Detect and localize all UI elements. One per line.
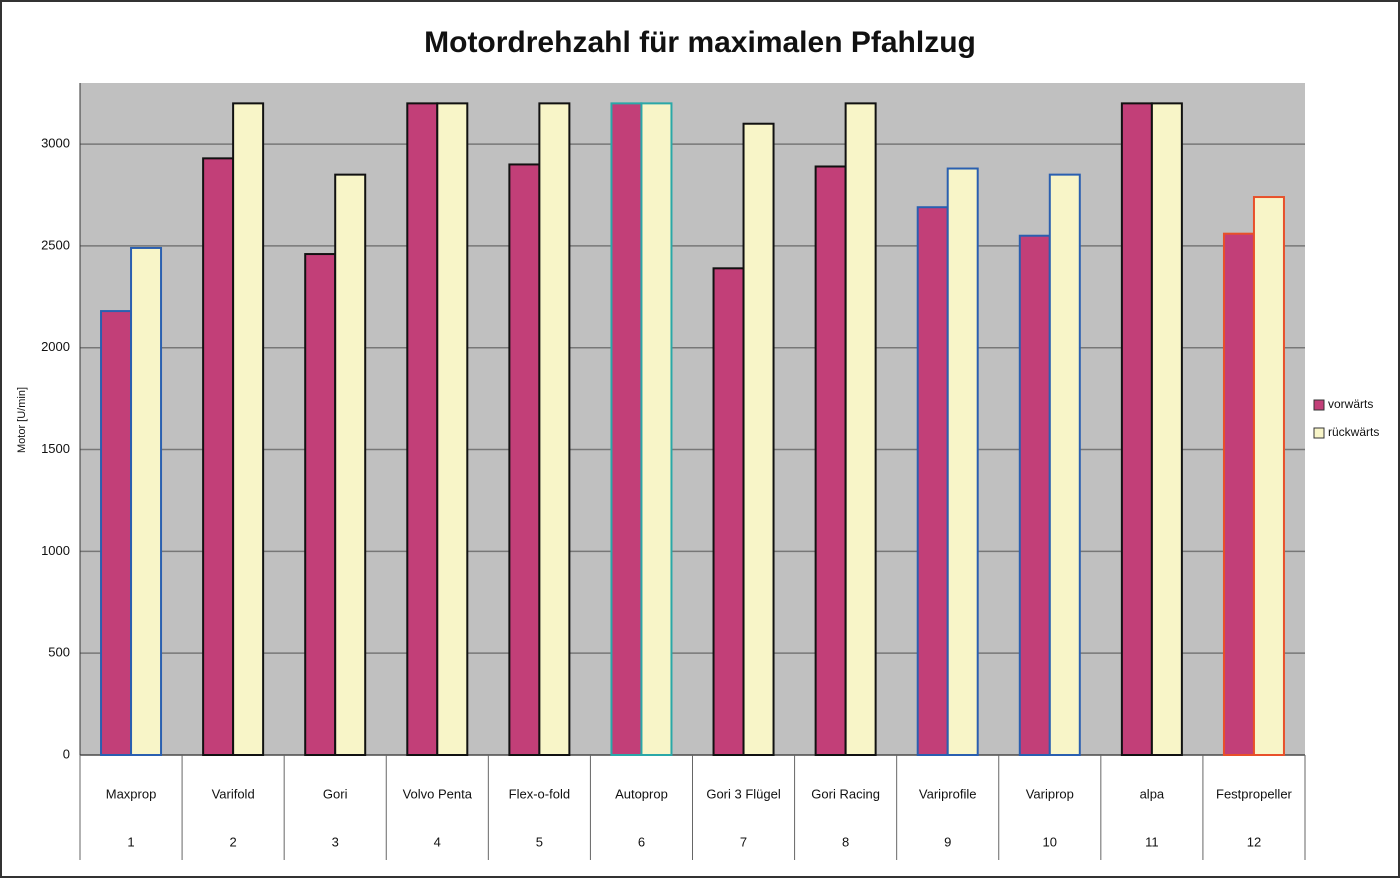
y-tick-label: 0 [63, 746, 70, 761]
bar [814, 165, 847, 756]
bar [844, 102, 877, 756]
legend-label: vorwärts [1328, 397, 1373, 411]
bar [610, 102, 643, 756]
x-tick-number: 5 [536, 834, 543, 849]
bar [508, 163, 541, 757]
bar [1150, 102, 1183, 756]
y-tick-label: 1500 [41, 441, 70, 456]
bar [946, 167, 979, 756]
bar [304, 253, 337, 757]
bar [130, 246, 163, 756]
bar [1048, 173, 1081, 757]
chart-title: Motordrehzahl für maximalen Pfahlzug [424, 26, 976, 59]
legend-swatch [1313, 399, 1325, 411]
x-tick-number: 12 [1247, 834, 1261, 849]
x-tick-number: 2 [230, 834, 237, 849]
x-tick-label: alpa [1140, 786, 1165, 801]
bar [742, 122, 775, 756]
x-tick-label: Volvo Penta [403, 786, 473, 801]
bar [1120, 102, 1153, 756]
plot-area [80, 83, 1305, 755]
x-tick-number: 1 [127, 834, 134, 849]
x-tick-number: 3 [332, 834, 339, 849]
x-tick-label: Variprofile [919, 786, 977, 801]
bar [640, 102, 673, 756]
x-tick-label: Gori Racing [811, 786, 880, 801]
x-tick-number: 9 [944, 834, 951, 849]
y-tick-label: 3000 [41, 136, 70, 151]
legend-swatch [1313, 427, 1325, 439]
y-tick-label: 500 [48, 645, 70, 660]
bar [1252, 196, 1285, 756]
x-tick-number: 10 [1043, 834, 1057, 849]
x-tick-number: 6 [638, 834, 645, 849]
bar [916, 206, 949, 756]
x-tick-number: 11 [1145, 834, 1159, 849]
y-tick-label: 2000 [41, 339, 70, 354]
x-tick-number: 7 [740, 834, 747, 849]
x-tick-label: Variprop [1026, 786, 1074, 801]
y-tick-label: 2500 [41, 237, 70, 252]
x-tick-label: Maxprop [106, 786, 157, 801]
bar [436, 102, 469, 756]
bar [712, 267, 745, 756]
bar [232, 102, 265, 756]
y-axis-label: Motor [U/min] [16, 387, 28, 453]
x-tick-label: Varifold [212, 786, 255, 801]
bar [202, 157, 235, 756]
x-tick-number: 8 [842, 834, 849, 849]
bar [334, 173, 367, 757]
bar [100, 310, 133, 756]
bar [1222, 232, 1255, 756]
x-tick-number: 4 [434, 834, 441, 849]
legend-label: rückwärts [1328, 425, 1379, 439]
x-tick-label: Gori [323, 786, 348, 801]
bar [406, 102, 439, 756]
x-tick-label: Gori 3 Flügel [706, 786, 781, 801]
x-tick-label: Autoprop [615, 786, 668, 801]
y-tick-label: 1000 [41, 543, 70, 558]
bar [538, 102, 571, 756]
x-tick-label: Flex-o-fold [509, 786, 570, 801]
bar [1018, 234, 1051, 756]
x-tick-label: Festpropeller [1216, 786, 1293, 801]
